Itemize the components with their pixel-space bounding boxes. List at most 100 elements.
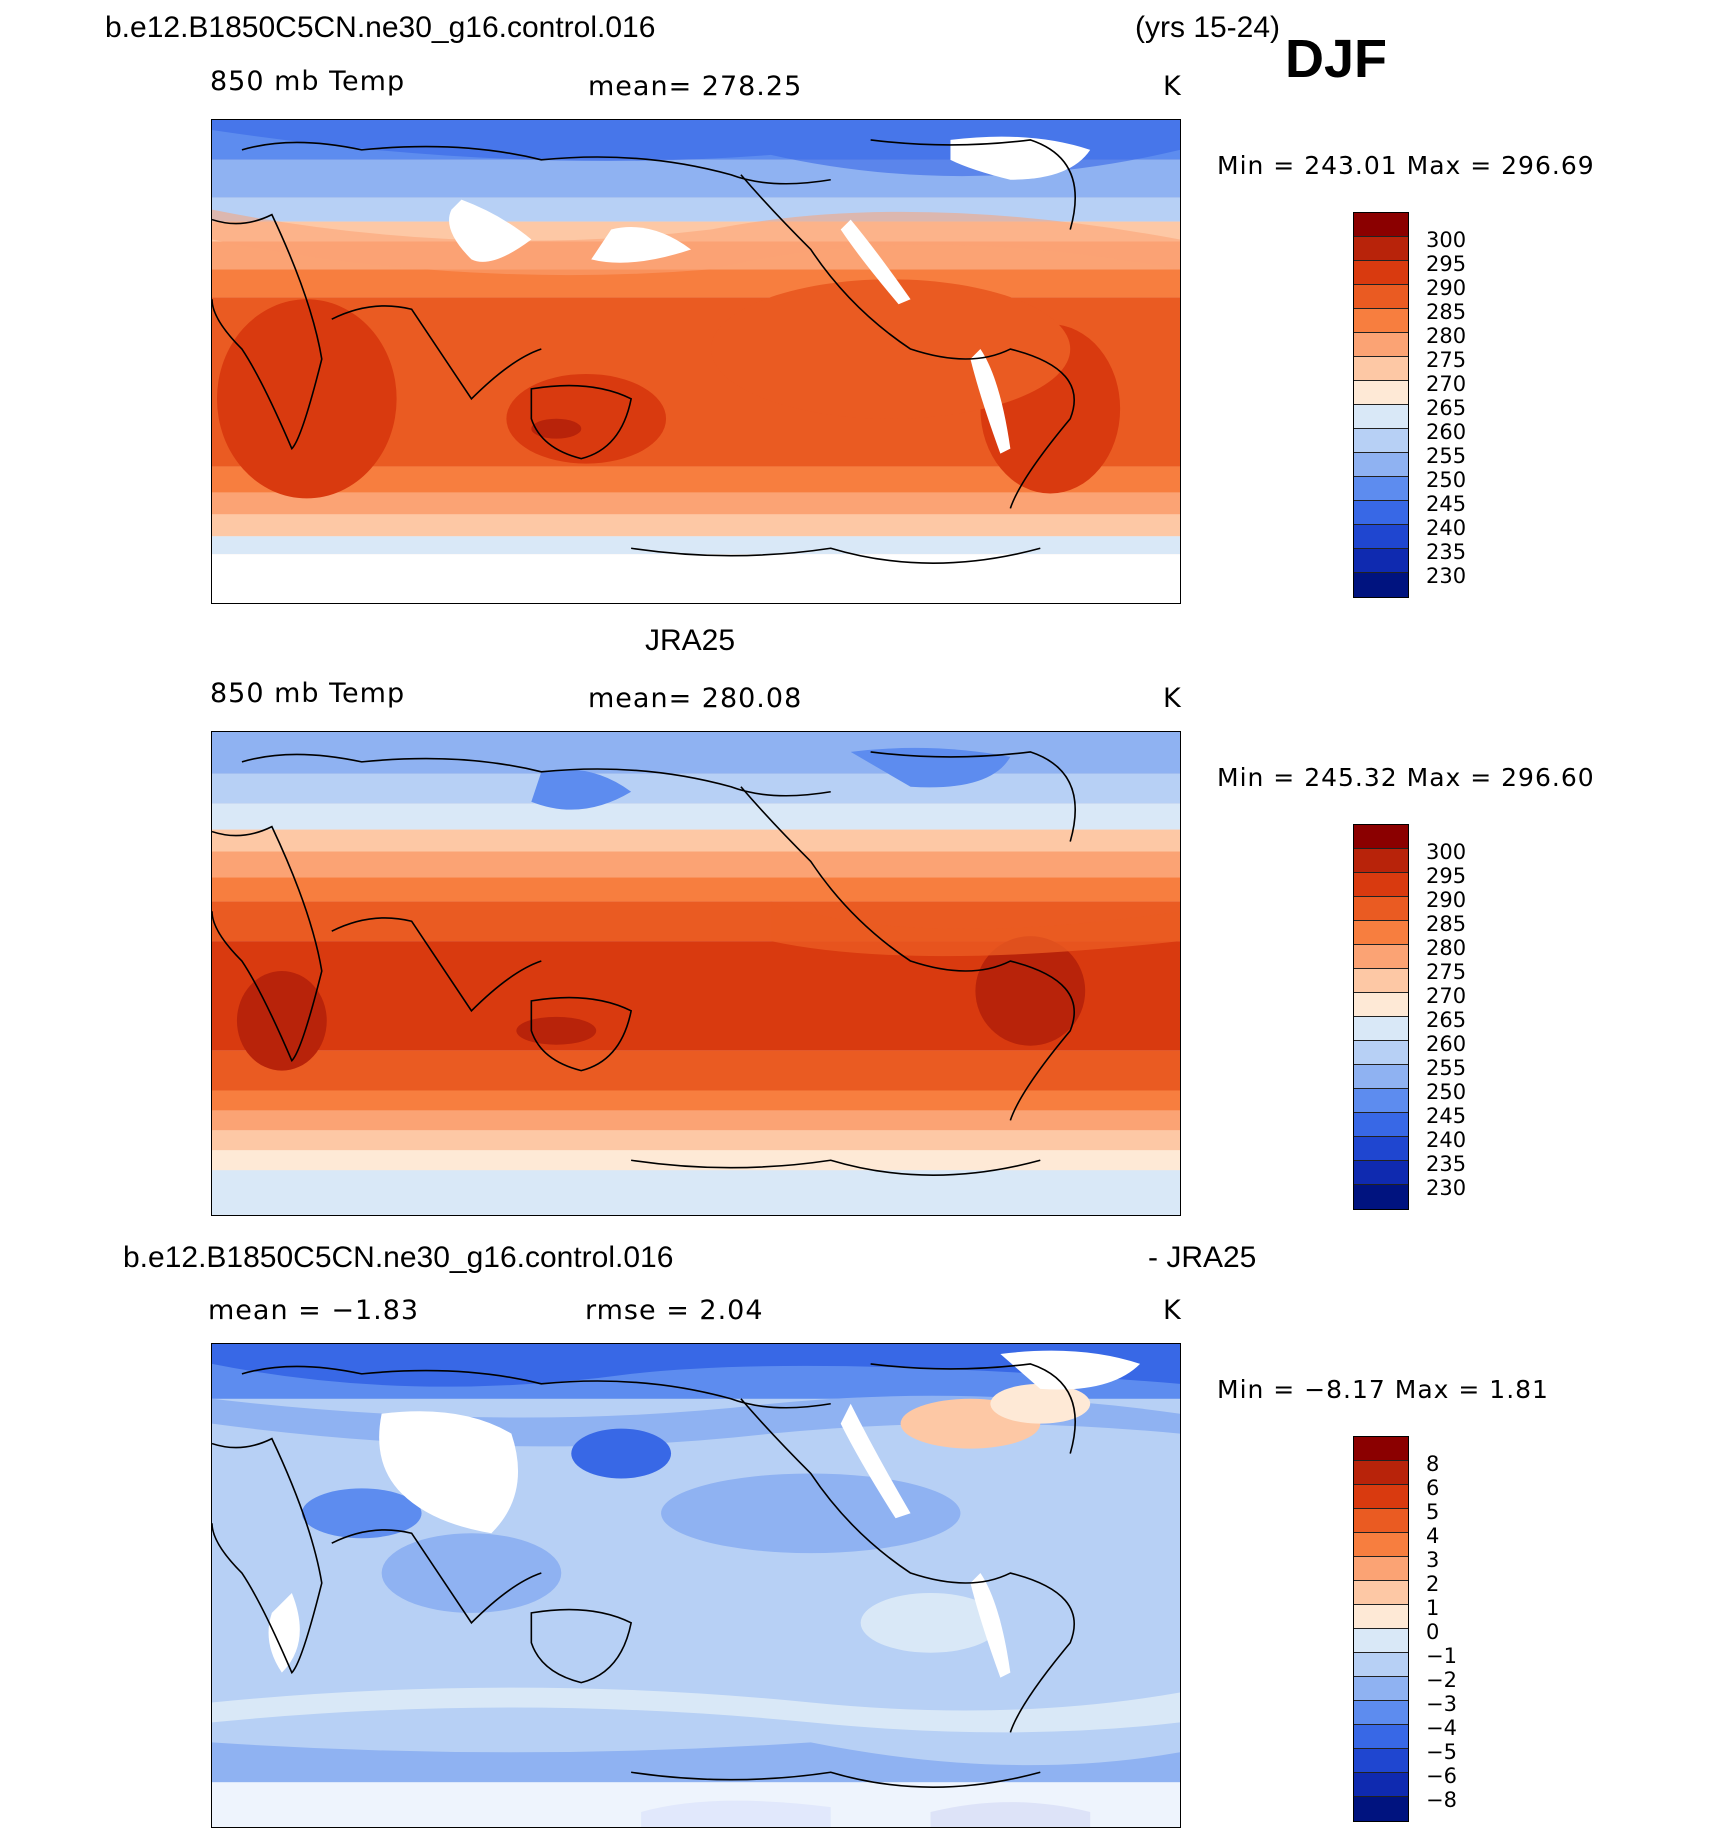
panel3-colorbar-segment — [1354, 1653, 1408, 1677]
panel3-colorbar-label: −8 — [1426, 1788, 1457, 1812]
panel2-colorbar-label: 240 — [1426, 1128, 1467, 1152]
panel2-colorbar-segment — [1354, 993, 1408, 1017]
panel2-colorbar-segment — [1354, 1017, 1408, 1041]
panel2-map — [211, 731, 1181, 1216]
panel2-colorbar-label: 290 — [1426, 888, 1467, 912]
panel1-colorbar-segment — [1354, 549, 1408, 573]
panel1-colorbar-segment — [1354, 501, 1408, 525]
panel3-colorbar-segment — [1354, 1461, 1408, 1485]
panel2-variable: 850 mb Temp — [210, 678, 406, 709]
panel1-colorbar-segment — [1354, 525, 1408, 549]
panel3-colorbar-label: 3 — [1426, 1548, 1440, 1572]
panel1-colorbar-label: 245 — [1426, 492, 1467, 516]
panel1-colorbar-segment — [1354, 453, 1408, 477]
panel2-colorbar-label: 280 — [1426, 936, 1467, 960]
panel1-colorbar-segment — [1354, 309, 1408, 333]
panel1-colorbar-label: 280 — [1426, 324, 1467, 348]
panel3-colorbar-label: −6 — [1426, 1764, 1457, 1788]
panel1-map — [211, 119, 1181, 604]
panel3-colorbar-label: 1 — [1426, 1596, 1440, 1620]
panel1-colorbar-segment — [1354, 357, 1408, 381]
panel3-map — [211, 1343, 1181, 1828]
panel2-title: JRA25 — [645, 624, 736, 657]
panel3-colorbar-label: 2 — [1426, 1572, 1440, 1596]
panel1-colorbar-label: 270 — [1426, 372, 1467, 396]
panel1-variable: 850 mb Temp — [210, 66, 406, 97]
panel3-colorbar-label: 0 — [1426, 1620, 1440, 1644]
panel3-units: K — [1163, 1295, 1182, 1326]
panel3-title: b.e12.B1850C5CN.ne30_g16.control.016 — [123, 1241, 674, 1274]
panel2-colorbar-segment — [1354, 1185, 1408, 1209]
panel2-colorbar-label: 230 — [1426, 1176, 1467, 1200]
panel3-colorbar-segment — [1354, 1605, 1408, 1629]
panel1-colorbar-label: 250 — [1426, 468, 1467, 492]
panel3-title-right: - JRA25 — [1148, 1241, 1257, 1274]
panel3-colorbar-label: −4 — [1426, 1716, 1457, 1740]
panel2-colorbar-label: 250 — [1426, 1080, 1467, 1104]
panel1-colorbar-label: 235 — [1426, 540, 1467, 564]
panel1-colorbar — [1353, 212, 1409, 598]
panel1-colorbar-label: 295 — [1426, 252, 1467, 276]
panel1-minmax: Min = 243.01 Max = 296.69 — [1217, 151, 1595, 180]
panel1-colorbar-segment — [1354, 429, 1408, 453]
panel2-colorbar-label: 295 — [1426, 864, 1467, 888]
panel2-colorbar-label: 285 — [1426, 912, 1467, 936]
panel2-colorbar-label: 260 — [1426, 1032, 1467, 1056]
panel3-colorbar-segment — [1354, 1677, 1408, 1701]
panel3-colorbar-segment — [1354, 1557, 1408, 1581]
panel3-colorbar-segment — [1354, 1581, 1408, 1605]
panel1-units: K — [1163, 71, 1182, 102]
panel2-colorbar-label: 235 — [1426, 1152, 1467, 1176]
panel2-colorbar-segment — [1354, 1089, 1408, 1113]
panel1-colorbar-label: 290 — [1426, 276, 1467, 300]
panel1-colorbar-segment — [1354, 237, 1408, 261]
panel2-colorbar-label: 270 — [1426, 984, 1467, 1008]
panel1-colorbar-label: 240 — [1426, 516, 1467, 540]
panel1-colorbar-label: 285 — [1426, 300, 1467, 324]
panel3-rmse: rmse = 2.04 — [585, 1295, 764, 1326]
panel3-colorbar-label: 6 — [1426, 1476, 1440, 1500]
panel3-colorbar-segment — [1354, 1485, 1408, 1509]
panel2-colorbar-label: 255 — [1426, 1056, 1467, 1080]
panel2-colorbar-label: 265 — [1426, 1008, 1467, 1032]
panel3-colorbar-segment — [1354, 1509, 1408, 1533]
panel1-colorbar-segment — [1354, 573, 1408, 597]
panel3-minmax: Min = −8.17 Max = 1.81 — [1217, 1375, 1549, 1404]
panel3-colorbar-segment — [1354, 1797, 1408, 1821]
panel2-colorbar-segment — [1354, 969, 1408, 993]
panel1-colorbar-segment — [1354, 261, 1408, 285]
panel1-colorbar-segment — [1354, 213, 1408, 237]
panel2-colorbar-segment — [1354, 825, 1408, 849]
panel1-map-field — [212, 120, 1180, 603]
panel3-colorbar-segment — [1354, 1533, 1408, 1557]
panel2-colorbar-segment — [1354, 1161, 1408, 1185]
panel1-colorbar-segment — [1354, 405, 1408, 429]
panel2-colorbar-segment — [1354, 849, 1408, 873]
season-label: DJF — [1285, 29, 1388, 89]
panel3-colorbar-segment — [1354, 1749, 1408, 1773]
panel2-colorbar — [1353, 824, 1409, 1210]
panel1-colorbar-label: 255 — [1426, 444, 1467, 468]
panel1-colorbar-segment — [1354, 477, 1408, 501]
panel3-colorbar-segment — [1354, 1437, 1408, 1461]
panel1-colorbar-label: 300 — [1426, 228, 1467, 252]
panel2-colorbar-segment — [1354, 1137, 1408, 1161]
panel3-colorbar-label: −1 — [1426, 1644, 1457, 1668]
panel3-map-field — [212, 1344, 1180, 1827]
panel2-colorbar-segment — [1354, 945, 1408, 969]
panel2-colorbar-segment — [1354, 1065, 1408, 1089]
panel2-colorbar-segment — [1354, 921, 1408, 945]
panel3-colorbar-label: −3 — [1426, 1692, 1457, 1716]
panel2-colorbar-segment — [1354, 1041, 1408, 1065]
panel3-colorbar-segment — [1354, 1773, 1408, 1797]
panel1-colorbar-label: 265 — [1426, 396, 1467, 420]
panel2-colorbar-segment — [1354, 897, 1408, 921]
panel3-colorbar-label: 4 — [1426, 1524, 1440, 1548]
panel3-colorbar-label: −2 — [1426, 1668, 1457, 1692]
panel2-colorbar-label: 300 — [1426, 840, 1467, 864]
panel3-colorbar-segment — [1354, 1725, 1408, 1749]
panel2-colorbar-segment — [1354, 873, 1408, 897]
panel1-colorbar-segment — [1354, 285, 1408, 309]
panel2-colorbar-label: 245 — [1426, 1104, 1467, 1128]
panel3-colorbar — [1353, 1436, 1409, 1822]
